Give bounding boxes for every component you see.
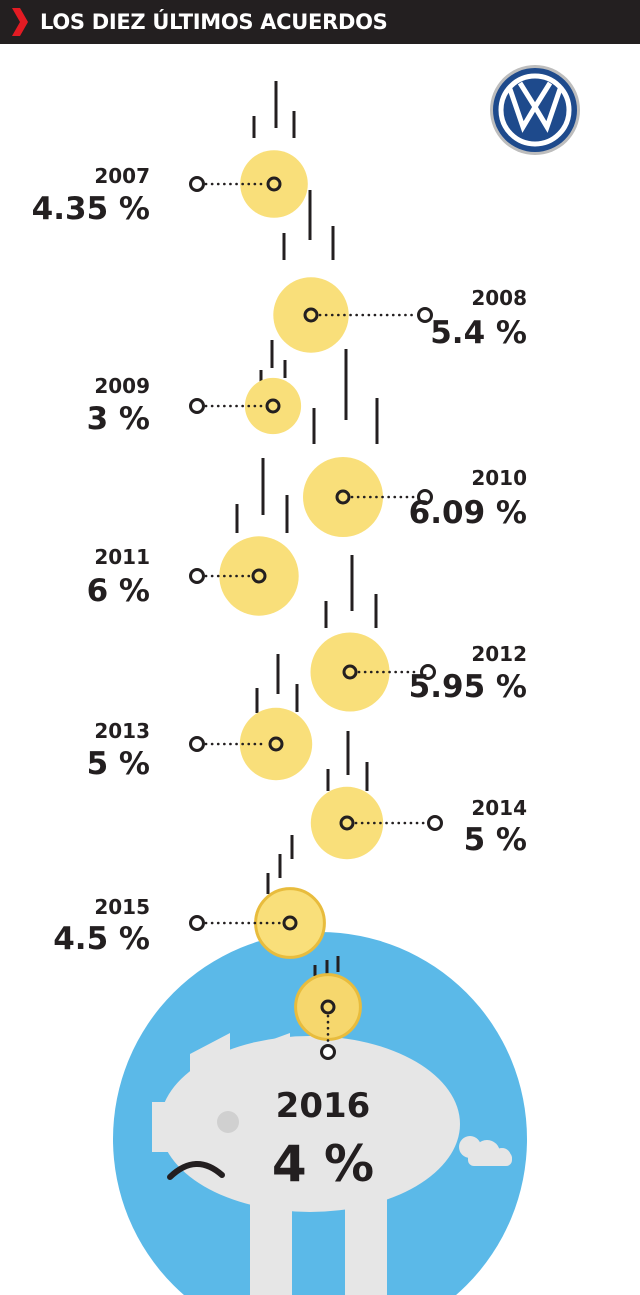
value-label: 6.09 % xyxy=(409,495,527,531)
piggy-bank-icon xyxy=(152,1033,512,1295)
leader-end-ring xyxy=(189,736,205,752)
value-label: 4.35 % xyxy=(32,191,150,227)
coin-2011 xyxy=(219,536,299,616)
coin-center-ring xyxy=(268,736,284,752)
year-label: 2013 xyxy=(94,719,150,743)
coin-2016 xyxy=(294,973,362,1041)
header-bar: LOS DIEZ ÚLTIMOS ACUERDOS xyxy=(0,0,640,44)
coin-center-ring xyxy=(335,489,351,505)
year-label: 2009 xyxy=(94,374,150,398)
leader-end-ring xyxy=(189,568,205,584)
leader-end-ring xyxy=(189,176,205,192)
coin-group-2011: 2011 6 % xyxy=(87,458,299,616)
coin-2013 xyxy=(239,707,313,781)
value-label: 5 % xyxy=(87,746,150,782)
value-label: 5.4 % xyxy=(430,315,527,351)
value-label: 4.5 % xyxy=(53,921,150,957)
coin-group-2007: 2007 4.35 % xyxy=(32,81,308,227)
coin-group-2010: 2010 6.09 % xyxy=(303,349,527,537)
year-label: 2008 xyxy=(471,286,527,310)
year-label-final: 2016 xyxy=(276,1086,371,1126)
coin-2012 xyxy=(310,632,390,712)
coin-2009 xyxy=(244,377,302,435)
leader-end-ring xyxy=(427,815,443,831)
year-label: 2010 xyxy=(471,466,527,490)
coin-center-ring xyxy=(339,815,355,831)
value-label: 3 % xyxy=(87,401,150,437)
leader-end-ring xyxy=(420,664,436,680)
coin-chart: 2007 4.35 % 2008 5.4 % 2009 3 % 2010 6.09 % 2011… xyxy=(32,65,580,1295)
coin-2014 xyxy=(310,786,384,860)
coin-group-2013: 2013 5 % xyxy=(87,654,313,782)
value-label: 6 % xyxy=(87,573,150,609)
coin-center-ring xyxy=(265,398,281,414)
red-chevron-icon xyxy=(12,8,28,36)
leader-end-ring xyxy=(189,398,205,414)
coin-center-ring xyxy=(282,915,298,931)
coin-group-2008: 2008 5.4 % xyxy=(273,190,527,353)
value-label: 5.95 % xyxy=(409,669,527,705)
year-label: 2012 xyxy=(471,642,527,666)
leader-end-ring xyxy=(320,1044,336,1060)
page-title: LOS DIEZ ÚLTIMOS ACUERDOS xyxy=(40,10,388,34)
coin-center-ring xyxy=(251,568,267,584)
leader-end-ring xyxy=(417,307,433,323)
volkswagen-logo xyxy=(490,65,580,155)
leader-end-ring xyxy=(189,915,205,931)
coin-2007 xyxy=(240,150,308,218)
coin-center-ring xyxy=(342,664,358,680)
leader-end-ring xyxy=(417,489,433,505)
coin-center-ring xyxy=(266,176,282,192)
coin-group-2009: 2009 3 % xyxy=(87,340,302,437)
coin-group-2012: 2012 5.95 % xyxy=(310,555,527,712)
value-label-final: 4 % xyxy=(272,1135,374,1193)
year-label: 2011 xyxy=(94,545,150,569)
coin-center-ring xyxy=(320,999,336,1015)
year-label: 2014 xyxy=(471,796,527,820)
coin-2008 xyxy=(273,277,349,353)
year-label: 2015 xyxy=(94,895,150,919)
year-label: 2007 xyxy=(94,164,150,188)
value-label: 5 % xyxy=(464,822,527,858)
coin-center-ring xyxy=(303,307,319,323)
coin-2010 xyxy=(303,457,383,537)
coin-group-2016: 2016 4 % xyxy=(272,956,374,1193)
